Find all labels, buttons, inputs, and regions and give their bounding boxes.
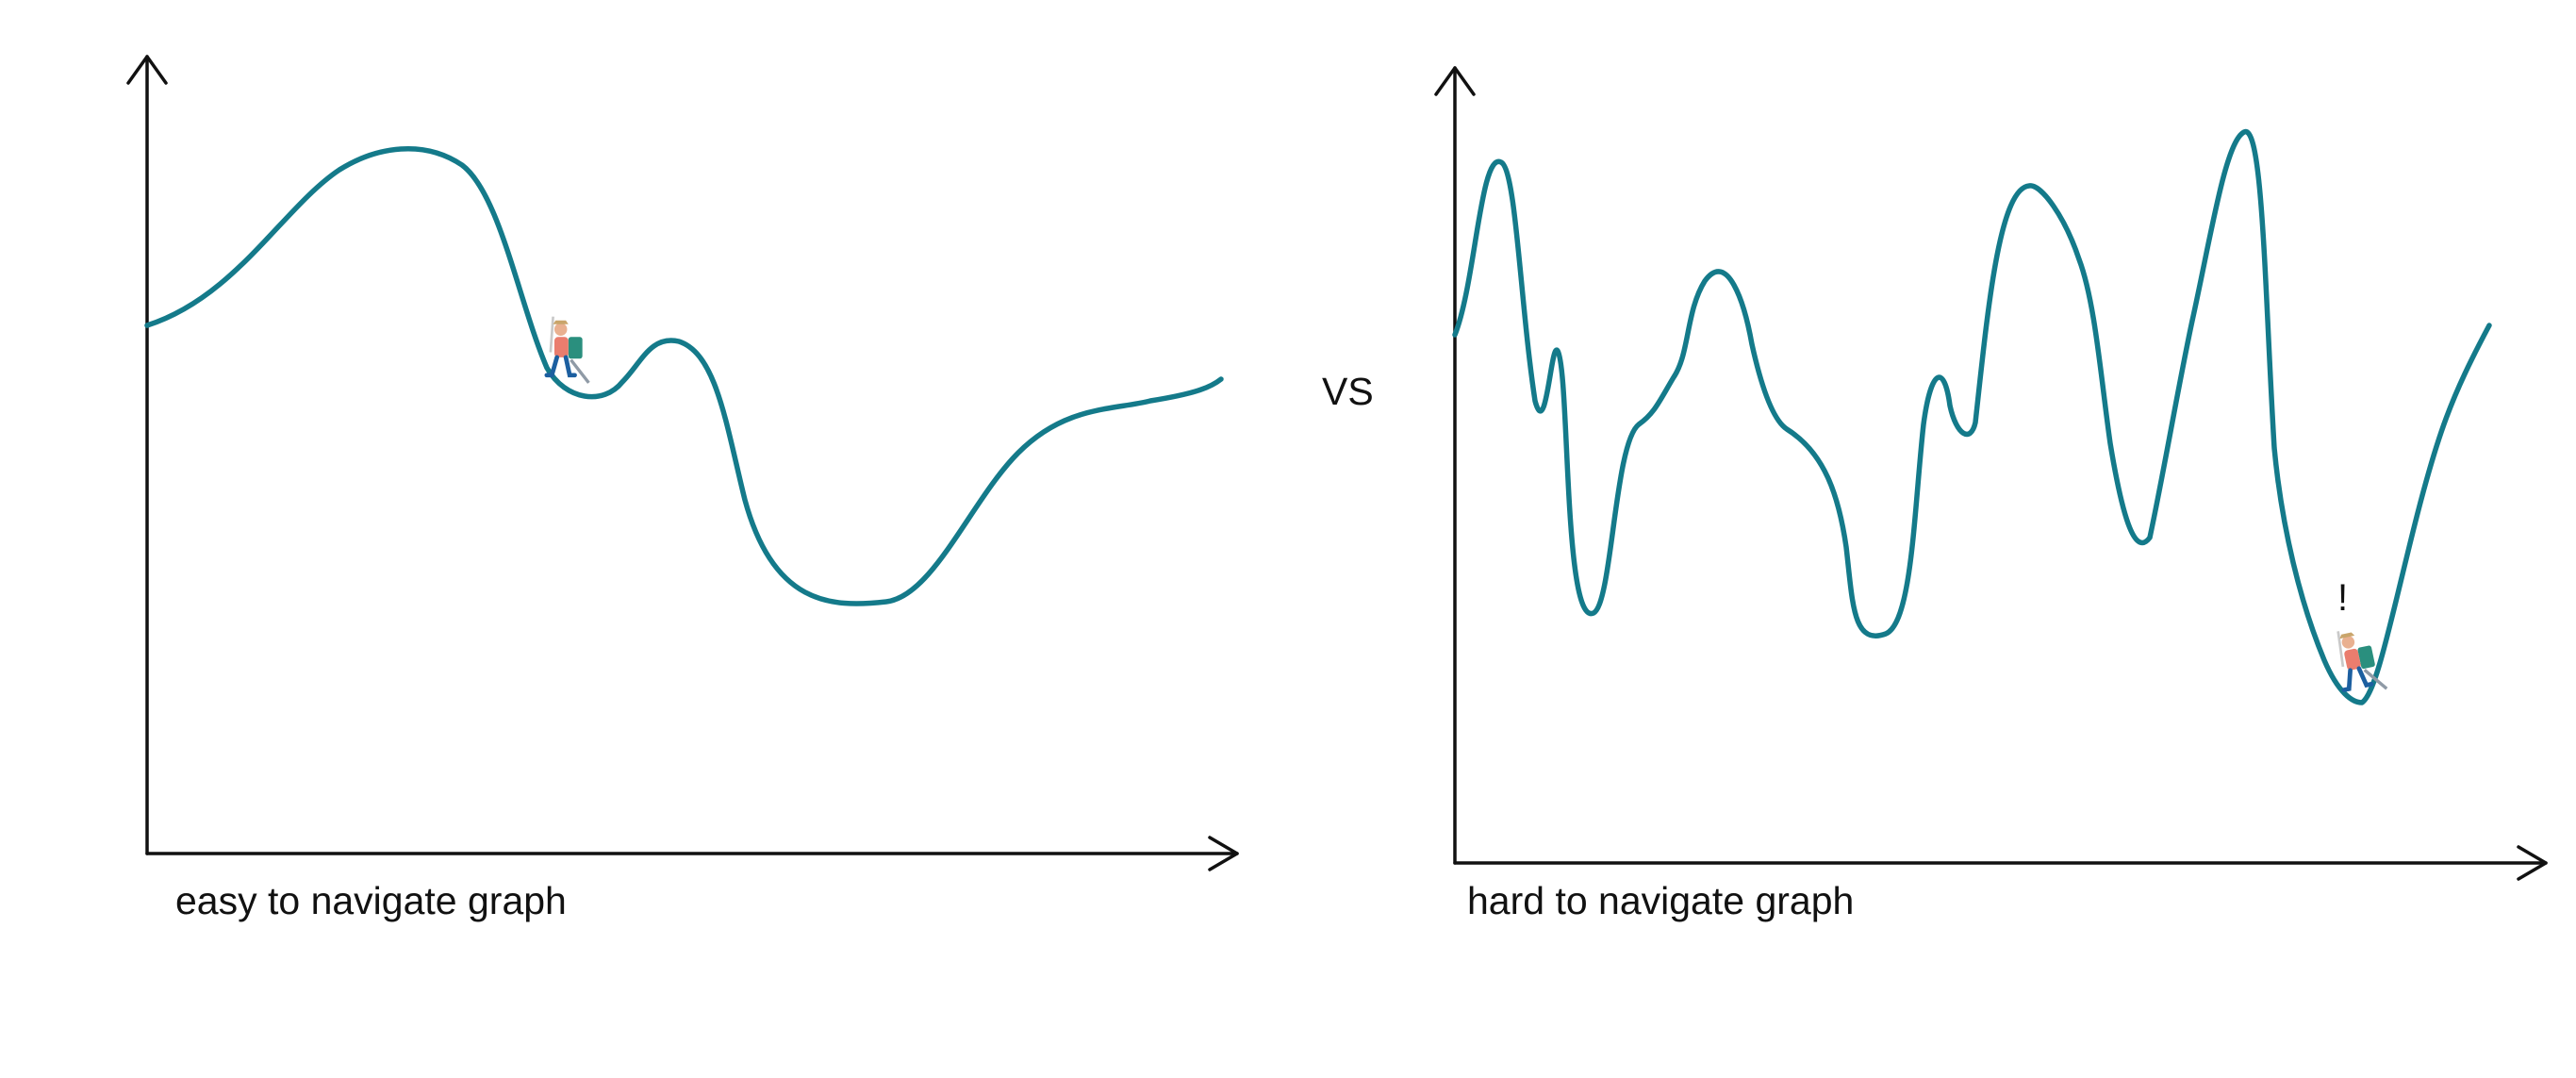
hiker-icon [2337, 631, 2388, 692]
easy-landscape-curve [144, 146, 1224, 606]
hard-landscape-curve [1452, 129, 2492, 705]
right-axes [1434, 66, 2548, 881]
left-y-arrowhead [126, 55, 168, 85]
vs-label: VS [1322, 370, 1374, 413]
right-x-arrowhead [2517, 845, 2548, 881]
left-axes [126, 55, 1239, 871]
easy-graph-caption: easy to navigate graph [175, 879, 567, 922]
left-x-arrowhead [1208, 836, 1239, 871]
hiker-icon [544, 316, 590, 384]
alert-exclamation: ! [2337, 577, 2349, 619]
hard-graph-caption: hard to navigate graph [1467, 879, 1855, 922]
right-y-arrowhead [1434, 66, 1476, 96]
